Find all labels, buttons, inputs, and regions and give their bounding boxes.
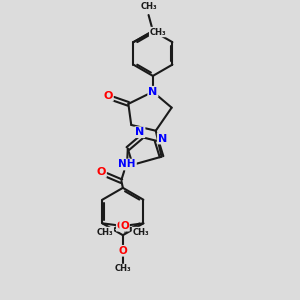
Text: CH₃: CH₃	[115, 264, 131, 273]
Text: N: N	[135, 127, 145, 137]
Text: N: N	[158, 134, 167, 143]
Text: O: O	[120, 221, 129, 231]
Text: CH₃: CH₃	[150, 28, 166, 37]
Text: CH₃: CH₃	[140, 2, 157, 11]
Text: S: S	[126, 161, 134, 171]
Text: NH: NH	[118, 160, 136, 170]
Text: O: O	[97, 167, 106, 177]
Text: O: O	[118, 246, 127, 256]
Text: O: O	[103, 91, 113, 101]
Text: CH₃: CH₃	[132, 227, 149, 236]
Text: N: N	[148, 87, 158, 97]
Text: O: O	[117, 221, 125, 231]
Text: CH₃: CH₃	[97, 227, 113, 236]
